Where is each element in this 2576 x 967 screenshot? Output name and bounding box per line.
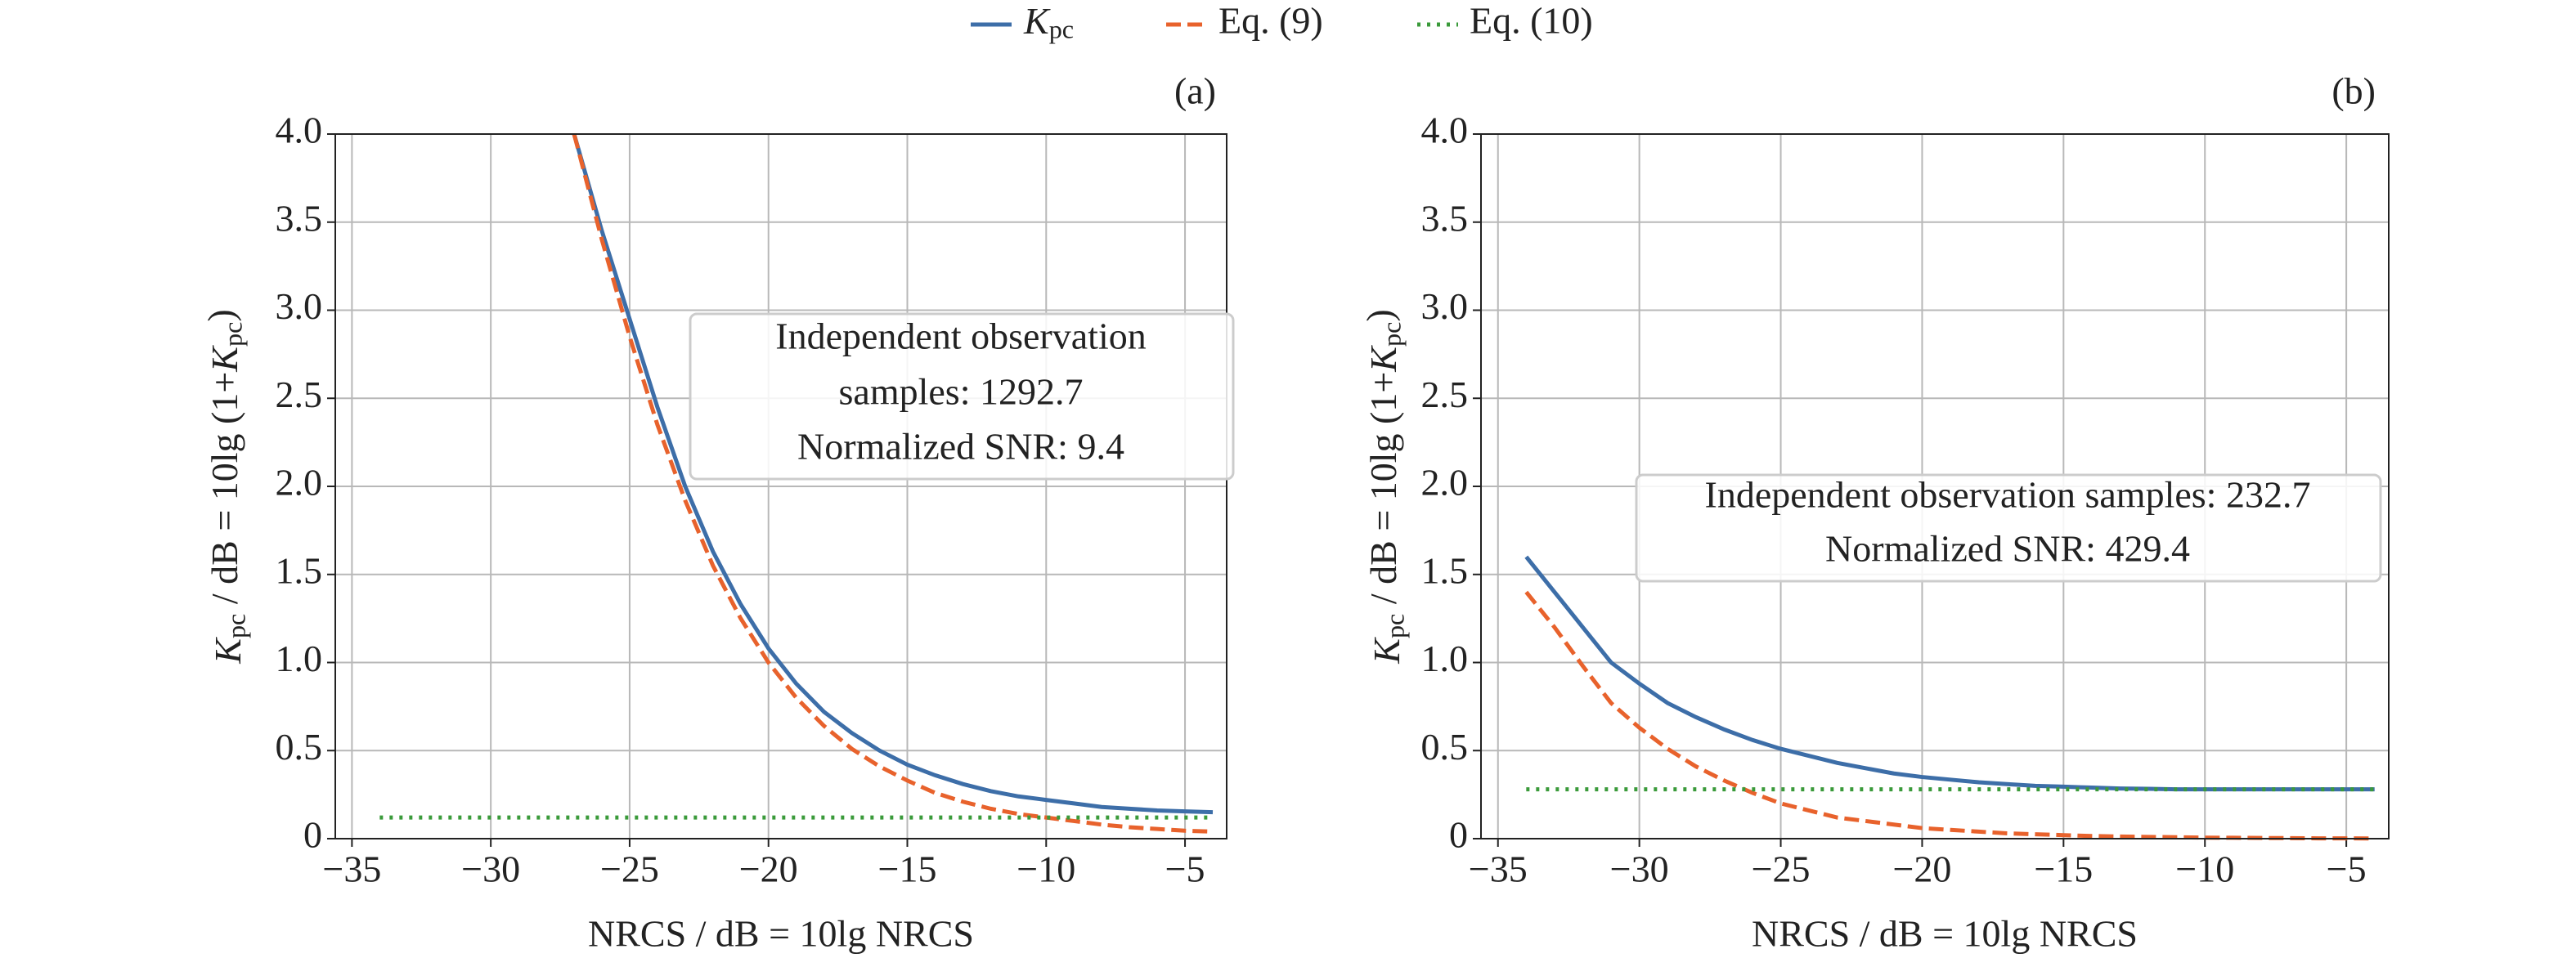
- x-tick-label: −20: [739, 848, 798, 890]
- y-axis-label: Kpc / dB = 10lg (1+Kpc): [1358, 309, 1410, 664]
- y-tick-label: 3.0: [276, 285, 323, 327]
- legend-label: Eq. (10): [1470, 0, 1593, 42]
- annotation-text: samples: 1292.7: [839, 371, 1084, 413]
- x-tick-label: −10: [1016, 848, 1075, 890]
- annotation-box: [1635, 473, 2382, 583]
- y-tick-label: 4.0: [1421, 110, 1469, 151]
- x-tick-label: −15: [878, 848, 937, 890]
- annotation-box: [689, 312, 1235, 481]
- x-tick-label: −30: [461, 848, 520, 890]
- y-tick-label: 2.5: [1421, 374, 1469, 415]
- y-tick-label: 1.0: [276, 638, 323, 679]
- plot-frame: [1480, 133, 2390, 839]
- y-tick-label: 2.5: [276, 374, 323, 415]
- x-tick-label: −5: [1165, 848, 1205, 890]
- annotation-text: Independent observation samples: 232.7: [1705, 474, 2311, 516]
- x-axis-label: NRCS / dB = 10lg NRCS: [1752, 913, 2138, 955]
- x-tick-label: −20: [1892, 848, 1951, 890]
- y-tick-label: 3.0: [1421, 285, 1469, 327]
- x-tick-label: −15: [2034, 848, 2093, 890]
- legend-label: Eq. (9): [1218, 0, 1323, 42]
- y-axis-label: Kpc / dB = 10lg (1+Kpc): [200, 309, 251, 664]
- x-tick-label: −10: [2175, 848, 2234, 890]
- x-tick-label: −25: [1752, 848, 1811, 890]
- x-tick-label: −35: [1469, 848, 1528, 890]
- x-axis-label: NRCS / dB = 10lg NRCS: [588, 913, 974, 955]
- series-line: [1524, 555, 2375, 792]
- annotation-text: Normalized SNR: 9.4: [797, 426, 1124, 468]
- x-tick-label: −25: [600, 848, 659, 890]
- y-tick-label: 0.5: [1421, 726, 1469, 768]
- y-tick-label: 2.0: [1421, 462, 1469, 504]
- legend-label: Kpc: [1023, 0, 1074, 44]
- y-tick-label: 1.0: [1421, 638, 1469, 679]
- panel-label: (a): [1174, 70, 1216, 112]
- plot-frame: [334, 133, 1227, 839]
- series-line: [572, 133, 1214, 834]
- y-tick-label: 0: [303, 814, 322, 856]
- x-tick-label: −5: [2327, 848, 2367, 890]
- y-tick-label: 0.5: [276, 726, 323, 768]
- y-tick-label: 1.5: [1421, 549, 1469, 591]
- annotation-text: Independent observation: [775, 316, 1146, 357]
- x-tick-label: −30: [1610, 848, 1669, 890]
- annotation-text: Normalized SNR: 429.4: [1825, 528, 2190, 570]
- y-tick-label: 3.5: [276, 197, 323, 239]
- series-line: [1524, 590, 2375, 841]
- series-line: [572, 133, 1214, 815]
- y-tick-label: 3.5: [1421, 197, 1469, 239]
- y-tick-label: 0: [1449, 814, 1468, 856]
- y-tick-label: 1.5: [276, 549, 323, 591]
- y-tick-label: 4.0: [276, 110, 323, 151]
- x-tick-label: −35: [322, 848, 381, 890]
- y-tick-label: 2.0: [276, 462, 323, 504]
- panel-label: (b): [2331, 70, 2376, 112]
